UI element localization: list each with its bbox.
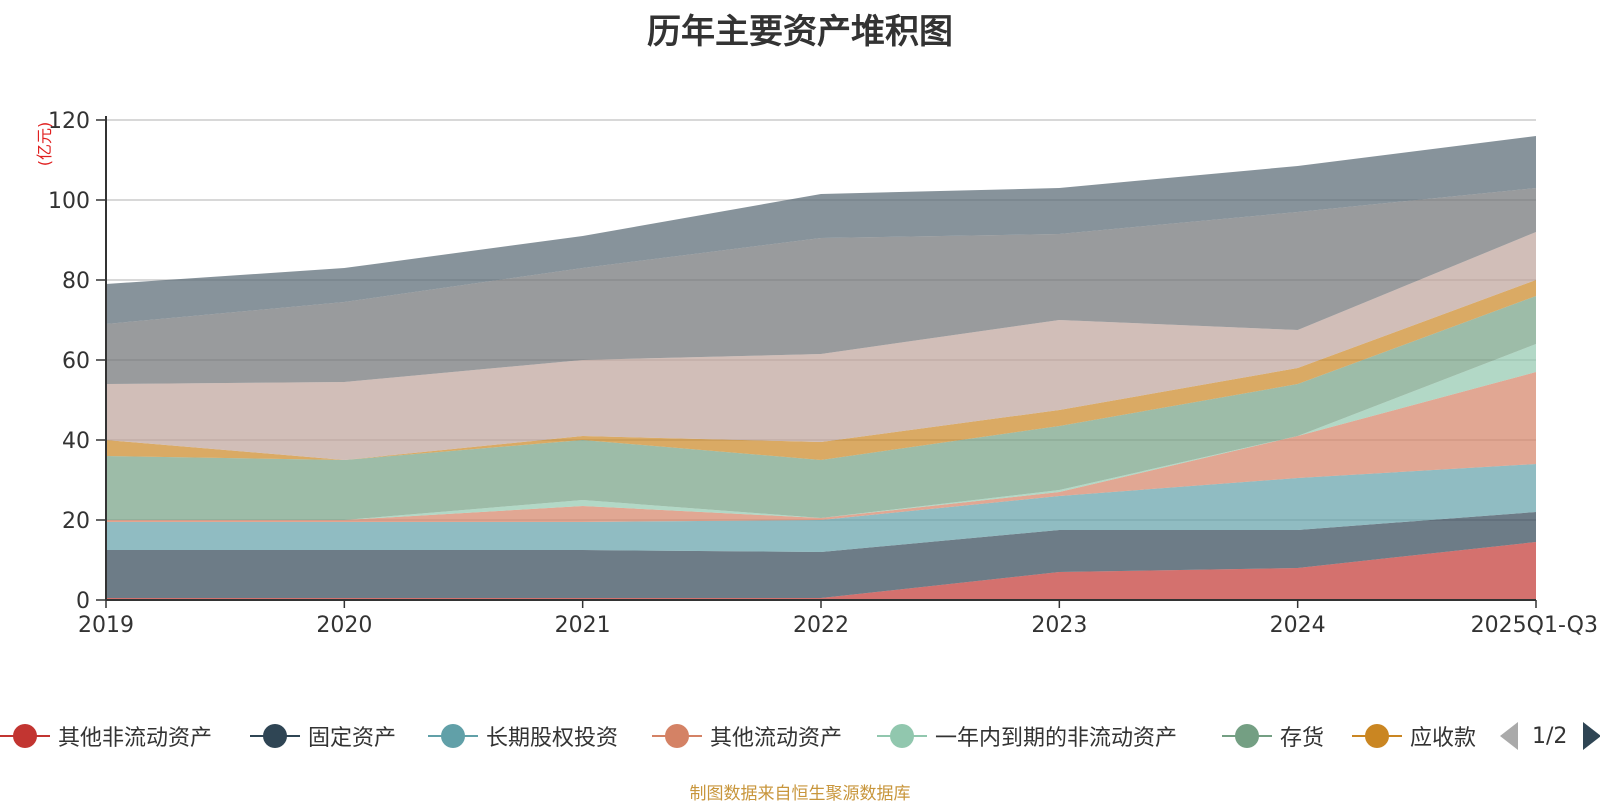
legend-marker-icon	[652, 721, 702, 751]
legend-label: 长期股权投资	[486, 726, 619, 751]
area-series	[106, 464, 1536, 552]
legend-item[interactable]: 固定资产	[250, 716, 396, 756]
x-tick-label: 2024	[1270, 613, 1326, 638]
data-source-note: 制图数据来自恒生聚源数据库	[689, 784, 911, 804]
x-tick-label: 2019	[78, 613, 134, 638]
legend-item[interactable]: 其他流动资产	[652, 716, 842, 756]
axes: 0 20 40 60 80 100 120 2019 2020 2021 2022 2023 2024 2…	[48, 109, 1598, 638]
x-tick-label: 2022	[793, 613, 849, 638]
chart-title: 历年主要资产堆积图	[647, 12, 953, 52]
legend-label: 应收款	[1410, 726, 1477, 751]
legend: 其他非流动资产 固定资产 长期股权投资 其他流动资产 一年内到期的非流动资产 存货 应收款	[0, 716, 1600, 756]
x-tick-label: 2025Q1-Q3	[1471, 613, 1598, 638]
legend-marker-icon	[1352, 721, 1402, 751]
area-series	[106, 296, 1536, 520]
legend-label: 固定资产	[308, 726, 397, 751]
area-series	[106, 136, 1536, 324]
legend-marker-icon	[250, 721, 300, 751]
y-axis-unit: (亿元)	[35, 122, 54, 167]
legend-marker-icon	[877, 721, 927, 751]
legend-item[interactable]: 存货	[1222, 716, 1324, 756]
area-series	[106, 512, 1536, 598]
y-tick-label: 80	[62, 269, 90, 294]
area-series	[106, 542, 1536, 600]
area-series	[106, 372, 1536, 522]
y-tick-label: 60	[62, 349, 90, 374]
y-tick-label: 20	[62, 509, 90, 534]
legend-item[interactable]: 长期股权投资	[428, 716, 618, 756]
x-tick-label: 2021	[555, 613, 611, 638]
y-tick-label: 120	[48, 109, 90, 134]
legend-item[interactable]: 其他非流动资产	[0, 716, 212, 756]
legend-pager: 1/2	[1500, 716, 1600, 756]
legend-item[interactable]: 一年内到期的非流动资产	[877, 716, 1177, 756]
chart-area: 0 20 40 60 80 100 120 2019 2020 2021 2022 2023 2024 2…	[35, 109, 1598, 638]
legend-marker-icon	[428, 721, 478, 751]
y-tick-label: 0	[76, 589, 90, 614]
legend-page-indicator: 1/2	[1532, 723, 1568, 749]
y-tick-label: 100	[48, 189, 90, 214]
stacked-areas	[106, 136, 1536, 600]
legend-label: 其他非流动资产	[58, 726, 213, 751]
x-tick-label: 2023	[1031, 613, 1087, 638]
legend-label: 其他流动资产	[710, 726, 843, 751]
legend-label: 一年内到期的非流动资产	[935, 726, 1178, 751]
x-tick-label: 2020	[316, 613, 372, 638]
legend-item[interactable]: 应收款	[1352, 716, 1476, 756]
area-series	[106, 188, 1536, 384]
next-page-icon[interactable]	[1583, 722, 1600, 750]
y-tick-label: 40	[62, 429, 90, 454]
legend-marker-icon	[1222, 721, 1272, 751]
legend-label: 存货	[1280, 726, 1325, 751]
legend-marker-icon	[0, 721, 50, 751]
previous-page-icon[interactable]	[1500, 722, 1518, 750]
area-series	[106, 232, 1536, 460]
